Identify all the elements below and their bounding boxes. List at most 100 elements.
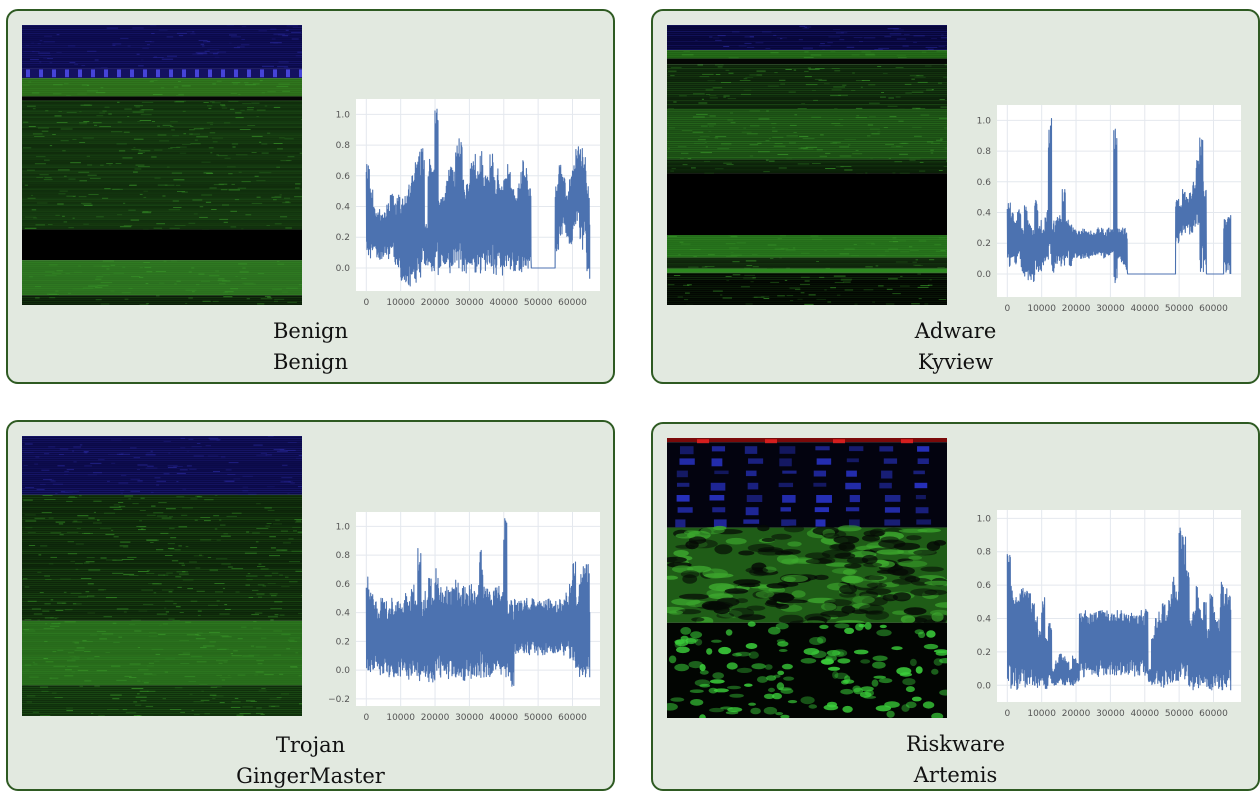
image-band — [667, 269, 947, 273]
x-tick-label: 0 — [363, 713, 369, 723]
family-label: Trojan — [8, 730, 613, 761]
image-band — [22, 68, 302, 78]
image-band — [22, 260, 302, 296]
x-tick-label: 60000 — [558, 713, 587, 723]
x-tick-label: 60000 — [1199, 304, 1228, 314]
y-tick-label: 0.0 — [336, 666, 351, 676]
y-tick-label: 1.0 — [977, 116, 992, 126]
image-band — [22, 96, 302, 100]
image-band — [667, 621, 947, 718]
malware-image-canvas — [22, 25, 302, 305]
family-label: Riskware — [653, 729, 1258, 760]
malware-image-canvas — [667, 25, 947, 305]
image-band — [667, 159, 947, 174]
malware-image-canvas — [667, 438, 947, 718]
malware-image-trojan — [22, 436, 302, 716]
image-band — [667, 257, 947, 269]
image-band — [22, 78, 302, 97]
x-tick-label: 20000 — [1062, 709, 1091, 719]
image-band — [667, 109, 947, 160]
image-band — [667, 64, 947, 110]
x-tick-label: 20000 — [421, 298, 450, 308]
sample-panel-riskware: 0 10000 20000 30000 40000 50000 60000 0.0 0.2 0.4… — [651, 422, 1260, 791]
x-tick-label: 30000 — [1096, 709, 1125, 719]
y-tick-label: 0.2 — [977, 648, 991, 658]
sample-name-label: GingerMaster — [8, 761, 613, 792]
x-tick-label: 10000 — [386, 298, 415, 308]
image-band — [22, 495, 302, 622]
image-band — [667, 173, 947, 235]
y-tick-label: 1.0 — [336, 522, 351, 532]
x-tick-label: 0 — [1004, 304, 1010, 314]
y-tick-label: 0.6 — [336, 580, 351, 590]
y-tick-label: 1.0 — [977, 514, 992, 524]
y-tick-label: 0.4 — [977, 209, 992, 219]
x-tick-label: 50000 — [524, 713, 553, 723]
y-tick-label: 0.8 — [336, 141, 351, 151]
sample-name-label: Kyview — [653, 347, 1258, 378]
sample-name-label: Artemis — [653, 760, 1258, 791]
y-tick-label: 0.0 — [977, 270, 992, 280]
image-band — [667, 273, 947, 305]
family-label: Adware — [653, 316, 1258, 347]
x-tick-label: 50000 — [1165, 709, 1194, 719]
x-tick-label: 40000 — [489, 713, 518, 723]
y-tick-label: 0.4 — [336, 203, 351, 213]
caption-riskware: Riskware Artemis — [653, 729, 1258, 791]
y-tick-label: 0.4 — [977, 615, 992, 625]
image-band — [22, 101, 302, 231]
x-tick-label: 40000 — [1130, 709, 1159, 719]
image-band — [667, 439, 947, 527]
x-tick-label: 40000 — [489, 298, 518, 308]
x-tick-label: 20000 — [421, 713, 450, 723]
x-tick-label: 50000 — [524, 298, 553, 308]
image-band — [667, 235, 947, 258]
byte-plot-riskware: 0 10000 20000 30000 40000 50000 60000 0.0 0.2 0.4… — [957, 504, 1249, 724]
y-tick-label: 0.2 — [977, 239, 991, 249]
x-tick-label: 30000 — [1096, 304, 1125, 314]
malware-image-riskware — [667, 438, 947, 718]
image-band — [667, 525, 947, 626]
sample-name-label: Benign — [8, 347, 613, 378]
malware-image-adware — [667, 25, 947, 305]
malware-image-benign — [22, 25, 302, 305]
image-band — [22, 25, 302, 69]
x-tick-label: 60000 — [558, 298, 587, 308]
x-tick-label: 10000 — [386, 713, 415, 723]
x-tick-label: 0 — [1004, 709, 1010, 719]
image-band — [22, 229, 302, 260]
x-tick-label: 40000 — [1130, 304, 1159, 314]
y-tick-label: 0.6 — [977, 581, 992, 591]
caption-trojan: Trojan GingerMaster — [8, 730, 613, 792]
y-tick-label: 0.0 — [977, 681, 992, 691]
x-tick-label: 30000 — [455, 298, 484, 308]
x-tick-label: 10000 — [1027, 709, 1056, 719]
y-tick-label: 0.4 — [336, 609, 351, 619]
image-band — [667, 59, 947, 65]
y-tick-label: −0.2 — [328, 695, 350, 705]
y-tick-label: 0.2 — [336, 233, 350, 243]
y-tick-label: 0.8 — [977, 548, 992, 558]
chart-svg: 0 10000 20000 30000 40000 50000 60000 −0.2 0.0 0.… — [316, 506, 608, 728]
x-tick-label: 30000 — [455, 713, 484, 723]
x-tick-label: 10000 — [1027, 304, 1056, 314]
image-band — [667, 25, 947, 50]
image-band — [22, 436, 302, 496]
y-tick-label: 0.8 — [977, 147, 992, 157]
y-tick-label: 0.2 — [336, 637, 350, 647]
y-tick-label: 1.0 — [336, 110, 351, 120]
y-tick-label: 0.0 — [336, 264, 351, 274]
y-tick-label: 0.6 — [336, 172, 351, 182]
caption-adware: Adware Kyview — [653, 316, 1258, 378]
x-tick-label: 50000 — [1165, 304, 1194, 314]
image-band — [22, 295, 302, 305]
sample-panel-trojan: 0 10000 20000 30000 40000 50000 60000 −0.2 0.0 0.… — [6, 420, 615, 791]
x-tick-label: 60000 — [1199, 709, 1228, 719]
image-band — [22, 685, 302, 716]
